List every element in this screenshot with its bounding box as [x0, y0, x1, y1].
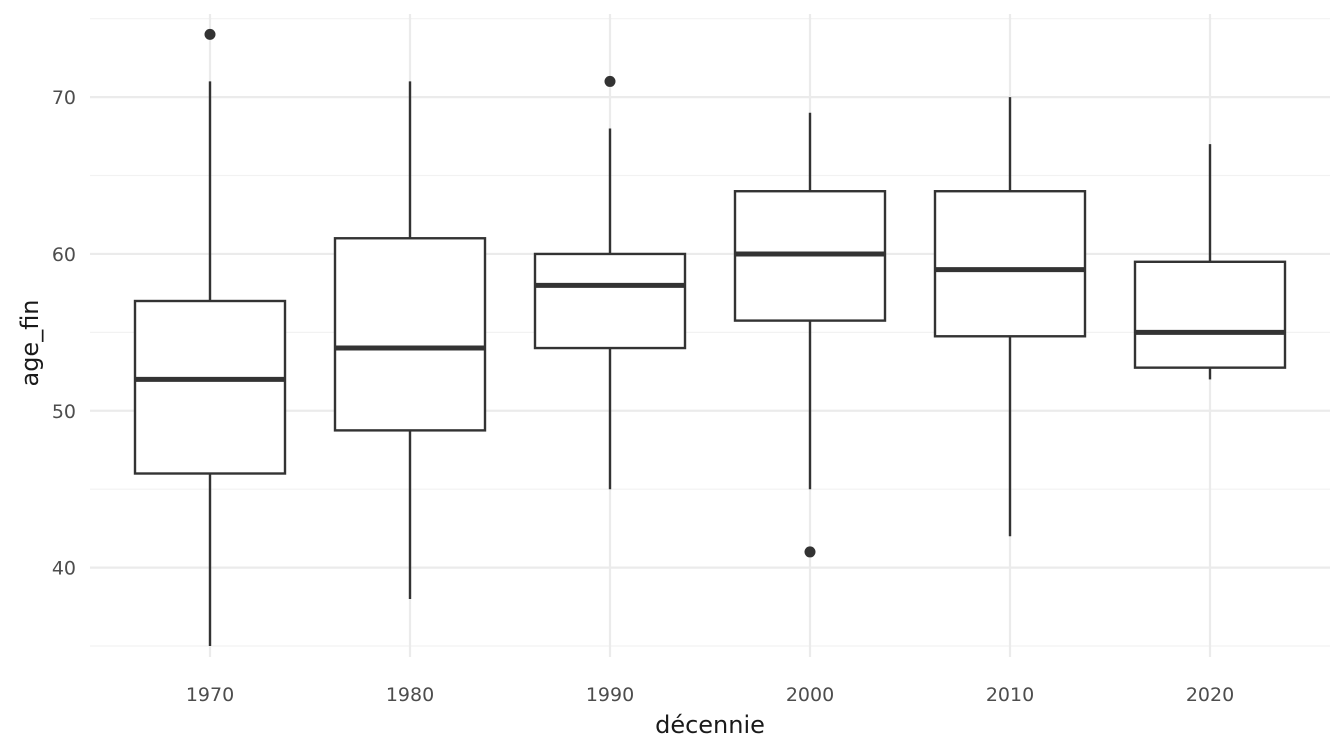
- iqr-box: [1133, 260, 1287, 369]
- box-1990: [533, 75, 687, 490]
- box-2010: [933, 97, 1087, 537]
- x-tick-label: 2020: [1186, 684, 1234, 706]
- y-axis-title: age_fin: [16, 299, 44, 386]
- y-tick-label: 40: [52, 558, 76, 580]
- y-tick-label: 60: [52, 244, 76, 266]
- iqr-box: [933, 190, 1087, 338]
- y-axis-ticks: 40 50 60 70: [52, 87, 76, 579]
- x-tick-label: 2000: [786, 684, 834, 706]
- box-2020: [1133, 144, 1287, 380]
- y-tick-label: 50: [52, 401, 76, 423]
- box-1980: [333, 81, 487, 599]
- y-tick-label: 70: [52, 87, 76, 109]
- iqr-box: [533, 252, 687, 350]
- boxplot-series: [133, 28, 1287, 647]
- outlier-point: [204, 28, 216, 40]
- x-tick-label: 1990: [586, 684, 634, 706]
- box-1970: [133, 28, 287, 647]
- box-2000: [733, 112, 887, 558]
- iqr-box: [133, 299, 287, 475]
- outlier-point: [804, 546, 816, 558]
- x-axis-ticks: 1970 1980 1990 2000 2010 2020: [186, 684, 1234, 706]
- x-tick-label: 2010: [986, 684, 1034, 706]
- x-tick-label: 1970: [186, 684, 234, 706]
- outlier-point: [604, 75, 616, 87]
- x-axis-title: décennie: [655, 711, 765, 739]
- iqr-box: [333, 237, 487, 432]
- x-tick-label: 1980: [386, 684, 434, 706]
